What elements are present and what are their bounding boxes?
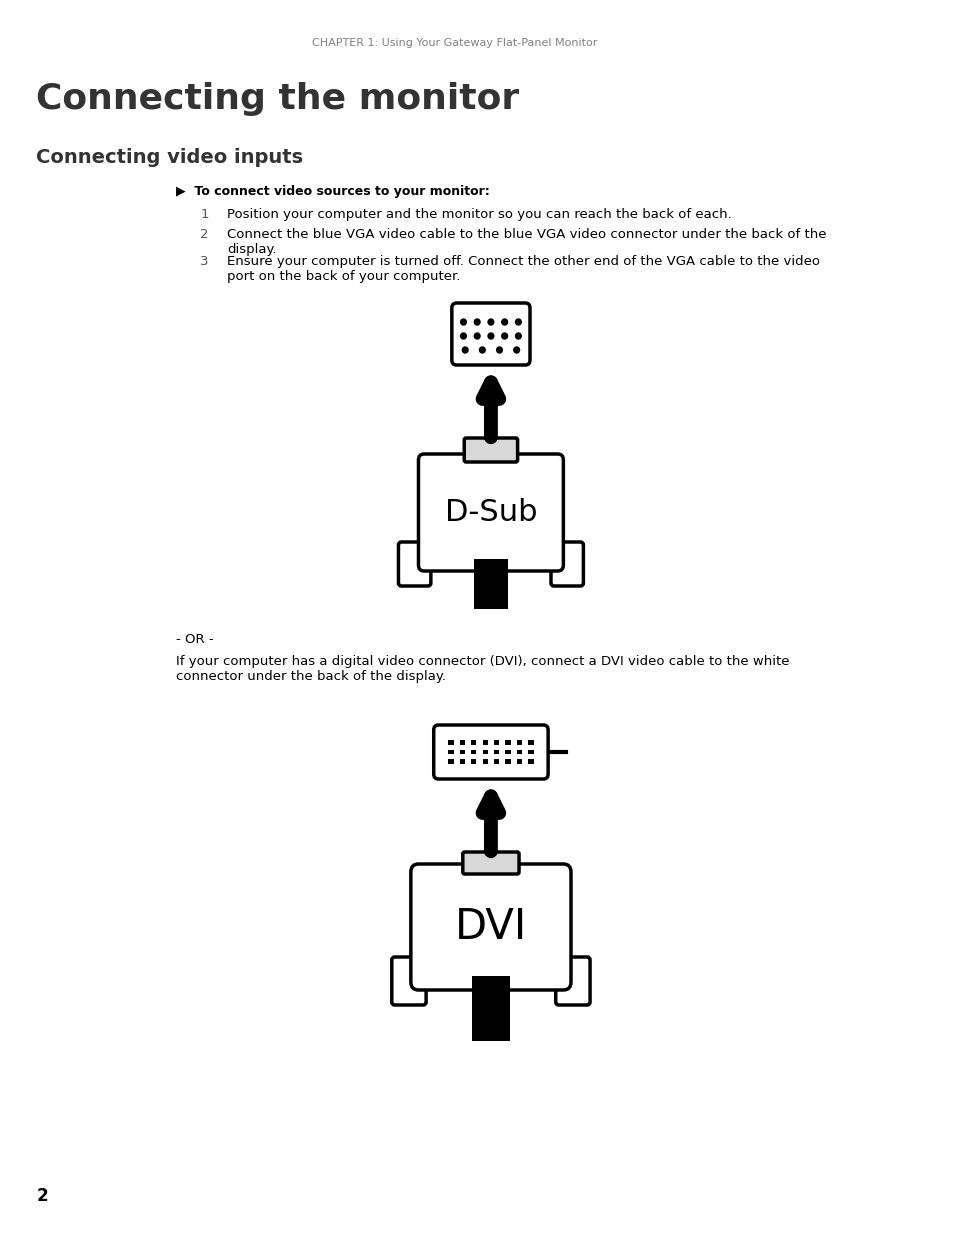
- FancyBboxPatch shape: [411, 864, 571, 990]
- Bar: [517, 741, 521, 745]
- Bar: [459, 741, 464, 745]
- Bar: [472, 976, 510, 1041]
- FancyBboxPatch shape: [392, 957, 426, 1005]
- Bar: [517, 750, 521, 755]
- Bar: [494, 760, 498, 763]
- Bar: [482, 741, 487, 745]
- Text: DVI: DVI: [455, 906, 526, 948]
- Bar: [528, 741, 533, 745]
- Bar: [505, 750, 510, 755]
- Bar: [459, 760, 464, 763]
- Circle shape: [514, 347, 519, 353]
- Text: Position your computer and the monitor so you can reach the back of each.: Position your computer and the monitor s…: [227, 207, 731, 221]
- Text: CHAPTER 1: Using Your Gateway Flat-Panel Monitor: CHAPTER 1: Using Your Gateway Flat-Panel…: [312, 38, 597, 48]
- Bar: [528, 750, 533, 755]
- Text: Connecting the monitor: Connecting the monitor: [36, 82, 519, 116]
- Bar: [448, 741, 453, 745]
- Text: Connecting video inputs: Connecting video inputs: [36, 148, 303, 167]
- Bar: [448, 760, 453, 763]
- FancyBboxPatch shape: [398, 542, 431, 585]
- Circle shape: [474, 333, 479, 338]
- Bar: [517, 760, 521, 763]
- Circle shape: [479, 347, 485, 353]
- Circle shape: [515, 333, 520, 338]
- Bar: [494, 741, 498, 745]
- Bar: [505, 741, 510, 745]
- FancyBboxPatch shape: [556, 957, 590, 1005]
- Text: 3: 3: [200, 254, 209, 268]
- FancyBboxPatch shape: [434, 725, 548, 779]
- Text: D-Sub: D-Sub: [444, 498, 537, 527]
- Circle shape: [501, 333, 507, 338]
- Text: 2: 2: [200, 228, 209, 241]
- Circle shape: [488, 319, 494, 325]
- Bar: [482, 750, 487, 755]
- FancyBboxPatch shape: [551, 542, 583, 585]
- Bar: [448, 750, 453, 755]
- Text: Connect the blue VGA video cable to the blue VGA video connector under the back : Connect the blue VGA video cable to the …: [227, 228, 825, 256]
- Text: Ensure your computer is turned off. Connect the other end of the VGA cable to th: Ensure your computer is turned off. Conn…: [227, 254, 819, 283]
- Text: 1: 1: [200, 207, 209, 221]
- Text: - OR -: - OR -: [176, 634, 213, 646]
- Circle shape: [488, 333, 494, 338]
- Bar: [471, 760, 476, 763]
- FancyBboxPatch shape: [462, 852, 518, 874]
- Circle shape: [460, 333, 466, 338]
- Bar: [528, 760, 533, 763]
- Circle shape: [515, 319, 520, 325]
- Circle shape: [460, 319, 466, 325]
- Text: If your computer has a digital video connector (DVI), connect a DVI video cable : If your computer has a digital video con…: [176, 655, 789, 683]
- Bar: [494, 750, 498, 755]
- Bar: [471, 750, 476, 755]
- Bar: [482, 760, 487, 763]
- Bar: [459, 750, 464, 755]
- Circle shape: [474, 319, 479, 325]
- Bar: [471, 741, 476, 745]
- Text: ▶  To connect video sources to your monitor:: ▶ To connect video sources to your monit…: [176, 185, 490, 198]
- Circle shape: [501, 319, 507, 325]
- Bar: [505, 760, 510, 763]
- FancyBboxPatch shape: [452, 303, 530, 366]
- Circle shape: [462, 347, 468, 353]
- Bar: [474, 559, 508, 609]
- Circle shape: [497, 347, 502, 353]
- FancyBboxPatch shape: [418, 454, 563, 571]
- Text: 2: 2: [36, 1187, 48, 1205]
- FancyBboxPatch shape: [464, 438, 517, 462]
